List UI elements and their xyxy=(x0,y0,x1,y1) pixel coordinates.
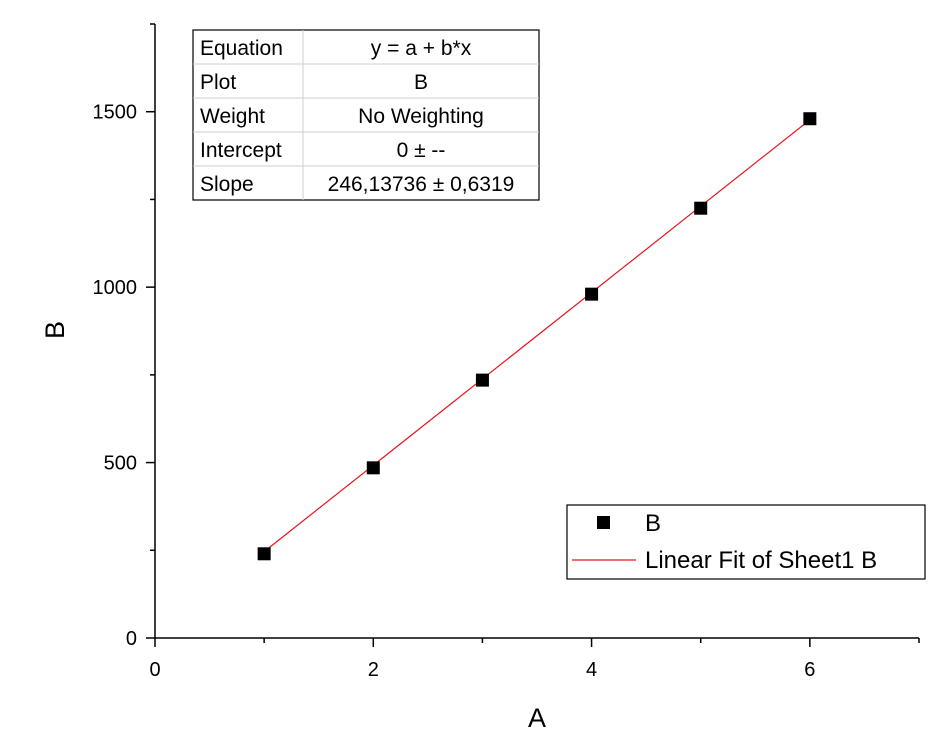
x-axis-ticks: 0 2 4 6 xyxy=(149,638,920,681)
stats-value: No Weighting xyxy=(358,105,484,128)
y-tick-label: 0 xyxy=(126,628,137,650)
data-point xyxy=(694,201,708,215)
stats-table-border xyxy=(192,29,540,201)
stats-label: Slope xyxy=(200,173,254,196)
stats-label: Equation xyxy=(200,37,283,60)
legend-label: Linear Fit of Sheet1 B xyxy=(645,547,877,574)
fit-line-group xyxy=(263,119,811,553)
fit-line xyxy=(263,119,811,553)
stats-value: B xyxy=(414,71,428,94)
y-tick-label: 500 xyxy=(104,453,137,475)
stats-label: Weight xyxy=(200,105,265,128)
legend-label: B xyxy=(645,510,661,537)
x-tick-label: 2 xyxy=(368,659,379,681)
y-tick-label: 1000 xyxy=(93,277,138,299)
stats-value: 0 ± -- xyxy=(397,139,446,162)
y-axis-ticks: 0 500 1000 1500 xyxy=(93,23,155,650)
stats-label: Intercept xyxy=(200,139,282,162)
axes xyxy=(154,24,919,639)
fit-stats-table: Equation y = a + b*x Plot B Weight No Weighti… xyxy=(192,29,540,201)
stats-label: Plot xyxy=(200,71,236,94)
data-point xyxy=(803,112,817,126)
data-point xyxy=(475,373,489,387)
x-tick-label: 0 xyxy=(149,659,160,681)
legend-marker-square xyxy=(597,516,610,529)
stats-value: 246,13736 ± 0,6319 xyxy=(328,173,515,196)
legend: B Linear Fit of Sheet1 B xyxy=(566,504,926,580)
data-points xyxy=(257,112,817,561)
x-tick-label: 4 xyxy=(586,659,597,681)
data-point xyxy=(585,287,599,301)
data-point xyxy=(257,547,271,561)
stats-value: y = a + b*x xyxy=(371,37,472,60)
y-axis-title: B xyxy=(40,321,70,339)
data-point xyxy=(366,461,380,475)
y-tick-label: 1500 xyxy=(93,102,138,124)
legend-box xyxy=(566,504,926,580)
x-axis-title: A xyxy=(528,703,546,733)
x-tick-label: 6 xyxy=(804,659,815,681)
